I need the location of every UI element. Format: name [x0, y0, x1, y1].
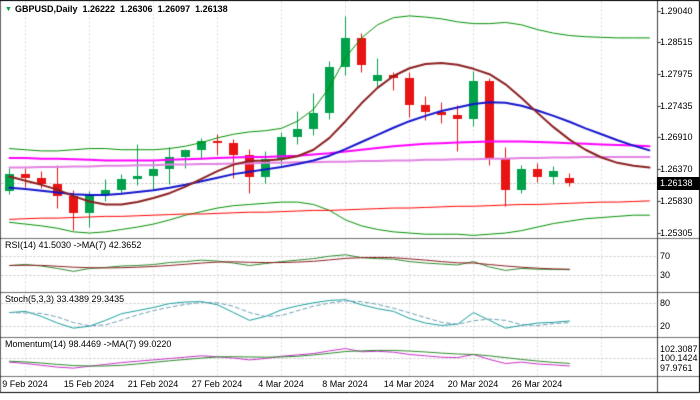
chart-header: ▼ GBPUSD,Daily 1.26222 1.26306 1.26097 1.2613… — [5, 4, 228, 15]
price-axis-label: 1.29040 — [660, 5, 693, 16]
symbol-title: GBPUSD,Daily — [14, 4, 78, 14]
momentum-pane-header: Momentum(14) 98.4469 ->MA(7) 99.0220 — [5, 339, 172, 349]
date-axis-label: 14 Mar 2024 — [383, 379, 435, 389]
date-axis-label: 27 Feb 2024 — [191, 379, 243, 389]
date-axis-label: 9 Feb 2024 — [2, 379, 48, 389]
date-axis-label: 15 Feb 2024 — [63, 379, 115, 389]
date-axis-label: 20 Mar 2024 — [447, 379, 499, 389]
ohlc-close: 1.26138 — [195, 4, 228, 14]
price-axis-label: 1.28515 — [660, 36, 693, 47]
date-axis-label: 26 Mar 2024 — [511, 379, 563, 389]
stochastic-pane-header: Stoch(5,3,3) 33.4389 29.3435 — [5, 294, 125, 304]
indicator-axis-label: 100.1424 — [660, 353, 698, 364]
indicator-axis-label: 102.3087 — [660, 343, 698, 354]
rsi-pane-header: RSI(14) 41.5030 ->MA(7) 42.3652 — [5, 240, 142, 250]
date-axis-label: 21 Feb 2024 — [127, 379, 179, 389]
ohlc-low: 1.26097 — [157, 4, 191, 14]
price-axis-label: 1.26910 — [660, 132, 693, 143]
indicator-axis-label: 30 — [660, 270, 671, 281]
price-axis-label: 1.26370 — [660, 164, 693, 175]
indicator-axis-label: 80 — [660, 297, 671, 308]
current-price-tag: 1.26138 — [657, 177, 700, 191]
date-axis-label: 4 Mar 2024 — [258, 379, 304, 389]
price-axis-label: 1.27435 — [660, 101, 693, 112]
indicator-axis-label: 70 — [660, 250, 671, 261]
indicator-axis-label: 20 — [660, 321, 671, 332]
ohlc-high: 1.26306 — [120, 4, 153, 14]
price-axis-label: 1.25305 — [660, 227, 693, 238]
ohlc-open: 1.26222 — [82, 4, 116, 14]
indicator-axis-label: 97.9761 — [660, 363, 693, 374]
price-axis-label: 1.25830 — [660, 196, 693, 207]
price-axis-label: 1.27975 — [660, 68, 693, 79]
date-axis-label: 8 Mar 2024 — [322, 379, 368, 389]
symbol-marker-icon: ▼ — [5, 6, 12, 13]
